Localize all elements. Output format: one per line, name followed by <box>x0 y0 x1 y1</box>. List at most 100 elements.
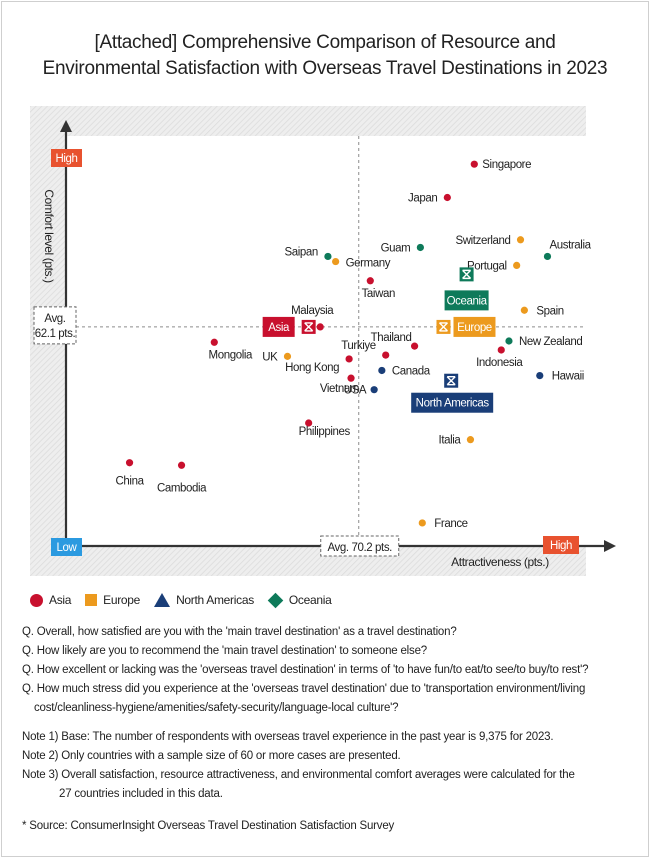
point-label-indonesia: Indonesia <box>476 357 523 369</box>
note-3-continued: 27 countries included in this data. <box>59 788 223 800</box>
region-badge-north-americas <box>411 392 494 413</box>
point-hong-kong <box>345 355 353 363</box>
point-spain <box>520 306 528 314</box>
x-high-badge-box <box>543 536 579 554</box>
y-axis-label: Comfort level (pts.) <box>42 189 56 283</box>
legend-label-europe: Europe <box>103 593 141 607</box>
region-marker-glyph-europe <box>438 322 448 332</box>
point-label-vietnam: Vietnam <box>320 383 359 395</box>
region-marker-glyph-oceania <box>462 269 472 280</box>
point-label-saipan: Saipan <box>285 246 318 258</box>
point-canada <box>378 366 386 375</box>
point-thailand <box>410 342 419 350</box>
asia-marker-icon <box>30 593 43 607</box>
point-label-portugal: Portugal <box>467 260 507 272</box>
region-marker-glyph-asia <box>304 322 314 332</box>
point-label-hawaii: Hawaii <box>552 371 584 383</box>
note-3: Note 3) Overall satisfaction, resource a… <box>22 769 575 781</box>
point-switzerland <box>516 236 525 244</box>
x-high-badge: High <box>550 540 572 552</box>
point-turkiye <box>382 351 390 359</box>
point-china <box>125 459 134 467</box>
point-portugal <box>513 261 521 270</box>
y-axis-arrow-icon <box>60 120 72 132</box>
question-3: Q. How excellent or lacking was the 'ove… <box>22 664 589 676</box>
region-badge-oceania <box>444 290 489 311</box>
y-high-badge-box <box>51 149 82 167</box>
point-france <box>418 519 426 527</box>
point-malaysia <box>316 323 324 331</box>
legend-label-north-americas: North Americas <box>176 593 254 607</box>
y-high-badge: High <box>55 153 77 165</box>
point-label-canada: Canada <box>392 365 431 377</box>
point-label-new-zealand: New Zealand <box>519 336 582 348</box>
survey-questions: Q. Overall, how satisfied are you with t… <box>22 623 632 718</box>
chart-title: [Attached] Comprehensive Comparison of R… <box>0 30 650 82</box>
point-vietnam <box>347 374 355 382</box>
avg-x-label: Avg. 70.2 pts. <box>327 542 392 554</box>
avg-x-box <box>320 535 400 557</box>
point-taiwan <box>366 277 374 285</box>
question-2: Q. How likely are you to recommend the '… <box>22 645 427 657</box>
legend-item-asia: Asia <box>30 593 71 607</box>
legend-label-asia: Asia <box>49 593 72 607</box>
point-italia <box>466 436 475 444</box>
question-1: Q. Overall, how satisfied are you with t… <box>22 626 457 638</box>
point-hawaii <box>536 371 544 380</box>
point-saipan <box>324 252 332 261</box>
point-philippines <box>305 419 313 427</box>
point-usa <box>370 386 378 394</box>
region-label-europe: Europe <box>457 322 492 334</box>
point-label-hong-kong: Hong Kong <box>285 362 339 374</box>
point-indonesia <box>497 346 505 354</box>
x-axis-label: Attractiveness (pts.) <box>451 555 549 569</box>
point-japan <box>443 193 451 202</box>
point-label-taiwan: Taiwan <box>362 288 395 300</box>
point-label-singapore: Singapore <box>482 159 531 171</box>
point-label-japan: Japan <box>408 193 437 205</box>
point-label-turkiye: Turkiye <box>341 340 375 352</box>
point-singapore <box>470 160 478 168</box>
legend-item-north-americas: North Americas <box>154 593 254 607</box>
legend-item-oceania: Oceania <box>267 592 332 608</box>
legend: Asia Europe North Americas Oceania <box>30 590 346 610</box>
point-label-italia: Italia <box>439 435 462 447</box>
point-australia <box>543 252 552 261</box>
x-low-badge: Low <box>57 542 78 554</box>
x-low-badge-box <box>51 538 82 556</box>
point-label-malaysia: Malaysia <box>291 305 334 317</box>
avg-y-box <box>33 306 77 345</box>
point-new-zealand <box>505 337 513 345</box>
note-2: Note 2) Only countries with a sample siz… <box>22 750 401 762</box>
north-americas-marker-icon <box>154 593 171 607</box>
point-label-france: France <box>434 518 467 530</box>
point-label-spain: Spain <box>536 305 563 317</box>
point-label-mongolia: Mongolia <box>209 349 253 361</box>
region-marker-glyph-north-americas <box>446 376 456 386</box>
region-badge-asia <box>262 316 295 337</box>
point-label-philippines: Philippines <box>299 426 351 438</box>
point-guam <box>416 243 424 252</box>
avg-y-label-line2: 62.1 pts. <box>35 328 76 340</box>
point-cambodia <box>177 461 186 469</box>
region-badge-europe <box>453 316 496 337</box>
title-line-1: [Attached] Comprehensive Comparison of R… <box>94 32 556 53</box>
title-line-2: Environmental Satisfaction with Overseas… <box>42 58 608 79</box>
point-mongolia <box>210 338 218 346</box>
question-4: Q. How much stress did you experience at… <box>22 683 586 714</box>
region-label-north-americas: North Americas <box>416 398 490 410</box>
point-label-cambodia: Cambodia <box>157 482 207 494</box>
point-label-uk: UK <box>262 351 278 363</box>
source-note: * Source: ConsumerInsight Overseas Trave… <box>22 820 395 832</box>
plot-area <box>66 136 586 546</box>
x-axis-arrow-icon <box>604 540 616 552</box>
point-label-china: China <box>116 476 145 488</box>
region-label-oceania: Oceania <box>447 295 488 307</box>
point-label-guam: Guam <box>381 242 411 254</box>
notes: Note 1) Base: The number of respondents … <box>22 728 632 804</box>
legend-label-oceania: Oceania <box>288 593 332 607</box>
point-label-switzerland: Switzerland <box>455 235 510 247</box>
oceania-marker-icon <box>267 592 284 608</box>
note-1: Note 1) Base: The number of respondents … <box>22 731 554 743</box>
